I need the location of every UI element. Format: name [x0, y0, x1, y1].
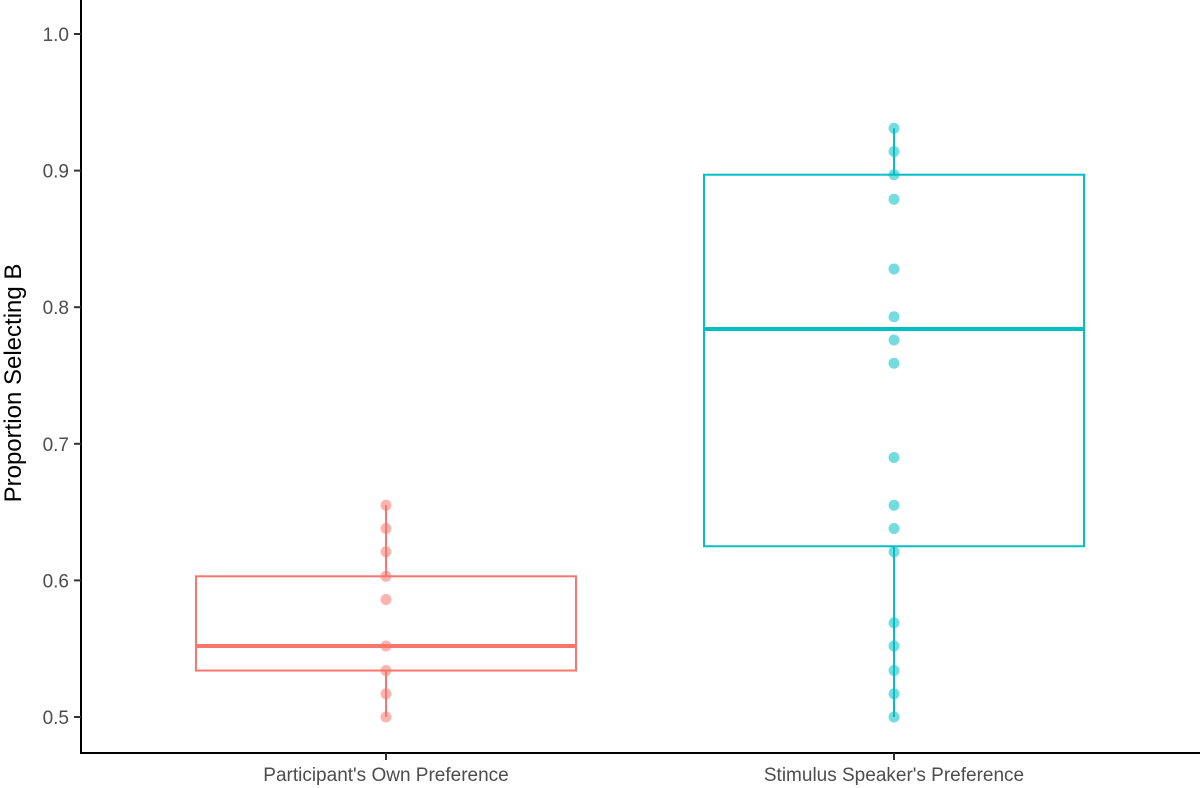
data-point: [888, 193, 900, 205]
x-ticks: Participant's Own Preference Stimulus Spe…: [263, 753, 1024, 786]
data-point: [888, 122, 900, 134]
data-point: [888, 263, 900, 275]
y-tick-label: 0.7: [43, 435, 69, 456]
data-point: [888, 145, 900, 157]
boxplot-group-1: [195, 499, 577, 723]
plot-area: [195, 122, 1085, 723]
data-point: [380, 570, 392, 582]
boxplot-group-2: [703, 122, 1085, 723]
data-point: [888, 357, 900, 369]
data-point: [380, 665, 392, 677]
x-tick-label: Stimulus Speaker's Preference: [764, 765, 1024, 786]
y-tick-label: 0.5: [43, 708, 69, 729]
data-point: [888, 711, 900, 723]
data-point: [888, 617, 900, 629]
data-point: [380, 499, 392, 511]
data-point: [380, 688, 392, 700]
box-iqr: [195, 575, 577, 672]
data-point: [888, 522, 900, 534]
data-point: [888, 169, 900, 181]
data-point: [380, 594, 392, 606]
x-tick-label: Participant's Own Preference: [263, 765, 508, 786]
data-point: [888, 546, 900, 558]
y-tick-label: 0.9: [43, 162, 69, 183]
y-axis-title: Proportion Selecting B: [0, 264, 27, 503]
data-point: [888, 665, 900, 677]
data-point: [380, 522, 392, 534]
y-tick-label: 0.8: [43, 298, 69, 319]
data-point: [888, 311, 900, 323]
y-ticks: 0.5 0.6 0.7 0.8 0.9 1.0: [43, 25, 81, 729]
data-point: [888, 451, 900, 463]
data-point: [380, 546, 392, 558]
data-point: [380, 711, 392, 723]
data-point: [888, 334, 900, 346]
axes: [80, 0, 1200, 754]
y-tick-label: 0.6: [43, 571, 69, 592]
data-point: [888, 499, 900, 511]
data-point: [888, 640, 900, 652]
y-tick-label: 1.0: [43, 25, 69, 46]
data-point: [380, 640, 392, 652]
data-point: [888, 688, 900, 700]
